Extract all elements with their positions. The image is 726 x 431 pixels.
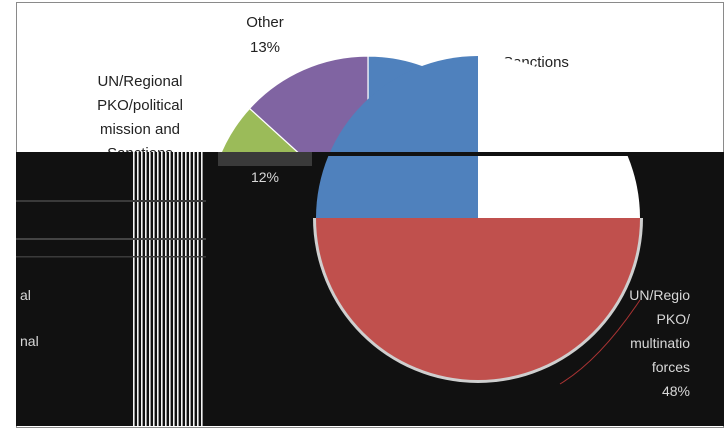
glitch-stripe [161,152,163,426]
glitch-stripe [173,152,175,426]
leader-line [559,299,641,385]
label-forces-line3: multinatio [630,335,690,351]
glitch-line [16,238,206,240]
label-fragment-left-2: nal [20,333,39,349]
glitch-stripe [177,152,179,426]
glitch-stripe [157,152,159,426]
glitch-stripe [181,152,183,426]
label-forces-percent: 48% [662,383,690,399]
label-other: Other [246,14,284,31]
glitch-stripe [153,152,155,426]
glitch-stripe [201,152,203,426]
label-pko-political-line2: PKO/political [97,97,183,114]
glitch-stripe [197,152,199,426]
glitch-stripe [137,152,139,426]
glitch-stripe [141,152,143,426]
glitch-stripe [165,152,167,426]
pie-slice-forces-large [316,218,640,380]
glitch-label-strip [218,152,312,166]
pie-slice-blank-quarter [478,56,640,218]
glitch-stripe [149,152,151,426]
label-other-percent: 13% [250,39,280,56]
label-forces-line1: UN/Regio [629,287,690,303]
glitch-line [16,200,206,202]
glitch-stripe [169,152,171,426]
glitch-line [16,256,206,258]
label-pko-political-line1: UN/Regional [97,73,182,90]
glitch-stripe [193,152,195,426]
glitch-stripe [145,152,147,426]
pie-slice-sanctions-large [316,56,478,218]
label-forces-line2: PKO/ [657,311,691,327]
label-fragment-left-1: al [20,287,31,303]
glitch-stripe [133,152,135,426]
glitch-stripe [189,152,191,426]
label-pko-political-line3: mission and [100,121,180,138]
glitch-line [312,152,642,156]
glitch-stripe [185,152,187,426]
label-forces-line4: forces [652,359,690,375]
label-pko-political-percent: 12% [251,169,279,185]
